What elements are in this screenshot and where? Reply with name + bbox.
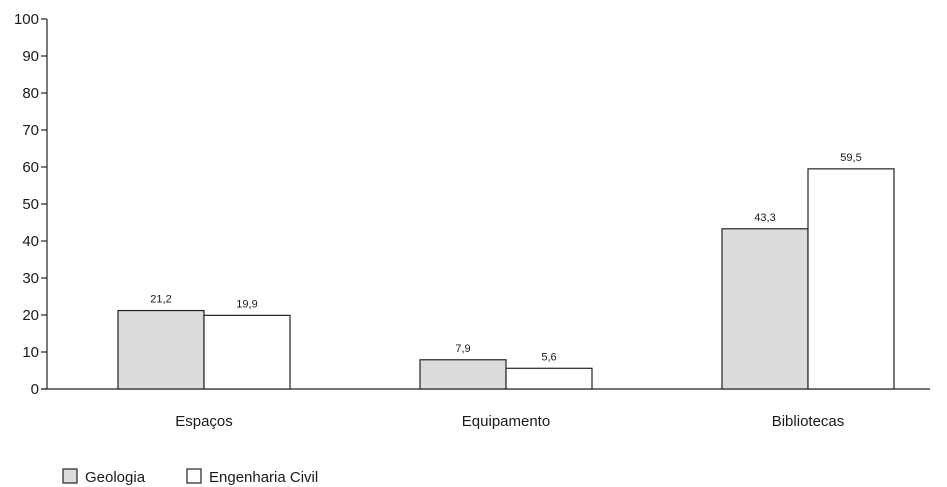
data-label: 59,5	[840, 152, 861, 164]
legend: Geologia Engenharia Civil	[62, 468, 318, 486]
y-tick-label: 40	[22, 233, 39, 250]
bar-engenharia-civil	[203, 314, 291, 390]
y-tick-label: 70	[22, 122, 39, 139]
bar-engenharia-civil	[807, 168, 895, 390]
data-label: 21,2	[150, 294, 171, 306]
bar-geologia	[117, 309, 205, 390]
y-tick-label: 80	[22, 85, 39, 102]
x-category-label: Bibliotecas	[772, 413, 845, 430]
bar-geologia	[721, 228, 809, 390]
y-tick-label: 20	[22, 307, 39, 324]
bars-group	[117, 168, 895, 390]
x-category-label: Espaços	[175, 413, 233, 430]
y-tick-label: 10	[22, 344, 39, 361]
bar-engenharia-civil	[505, 367, 593, 390]
legend-swatch	[186, 468, 202, 484]
data-label: 7,9	[455, 343, 470, 355]
bar-geologia	[419, 359, 507, 390]
y-tick-label: 0	[31, 381, 39, 398]
legend-swatch	[62, 468, 78, 484]
y-tick-label: 100	[14, 11, 39, 28]
y-tick-label: 50	[22, 196, 39, 213]
labels-group: 21,2 7,9 43,3 19,9 5,6 59,5 Espaços Equipamento…	[150, 152, 861, 430]
y-tick-label: 60	[22, 159, 39, 176]
y-tick-label: 90	[22, 48, 39, 65]
y-tick-label: 30	[22, 270, 39, 287]
x-category-label: Equipamento	[462, 413, 550, 430]
data-label: 43,3	[754, 212, 775, 224]
legend-label: Engenharia Civil	[209, 469, 318, 486]
data-label: 19,9	[236, 298, 257, 310]
legend-label: Geologia	[85, 469, 146, 486]
data-label: 5,6	[541, 351, 556, 363]
